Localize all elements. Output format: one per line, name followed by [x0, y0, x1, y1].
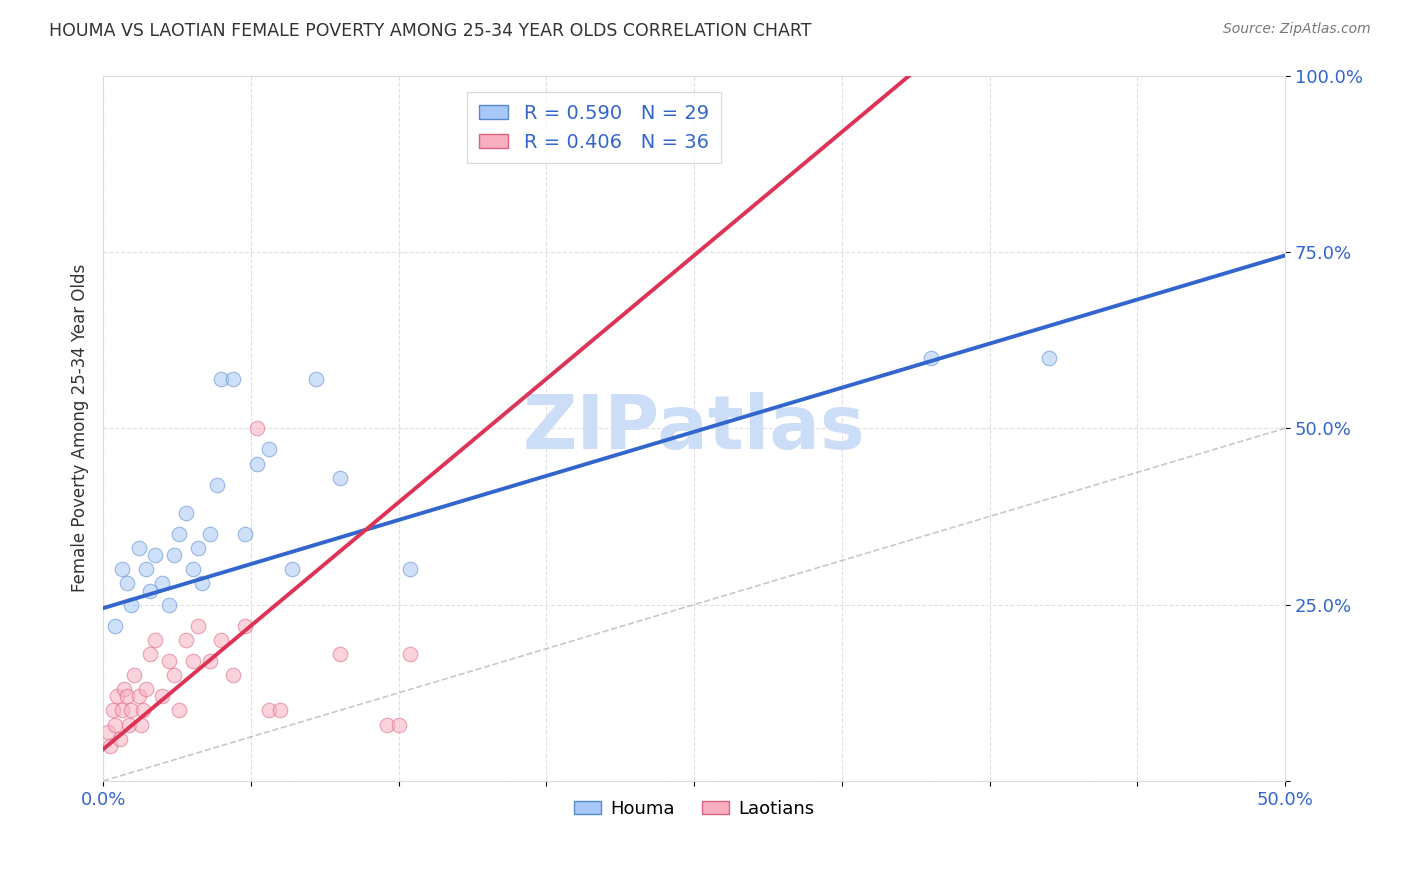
Point — [128, 541, 150, 556]
Point — [135, 682, 157, 697]
Point — [388, 717, 411, 731]
Point — [112, 682, 135, 697]
Point — [157, 598, 180, 612]
Point — [399, 647, 422, 661]
Point — [222, 668, 245, 682]
Point — [174, 506, 197, 520]
Point — [104, 717, 127, 731]
Point — [222, 372, 245, 386]
Point — [150, 576, 173, 591]
Point — [143, 548, 166, 562]
Point — [101, 703, 124, 717]
Point — [269, 703, 291, 717]
Point — [150, 690, 173, 704]
Point — [139, 647, 162, 661]
Point — [920, 351, 942, 365]
Point — [198, 527, 221, 541]
Point — [115, 576, 138, 591]
Point — [98, 739, 121, 753]
Point — [167, 703, 190, 717]
Point — [181, 562, 204, 576]
Point — [139, 583, 162, 598]
Point — [121, 598, 143, 612]
Point — [111, 562, 134, 576]
Point — [328, 647, 350, 661]
Point — [132, 703, 155, 717]
Point — [97, 724, 120, 739]
Point — [257, 703, 280, 717]
Point — [246, 457, 269, 471]
Point — [257, 442, 280, 457]
Point — [105, 690, 128, 704]
Point — [129, 717, 152, 731]
Point — [281, 562, 304, 576]
Point — [209, 372, 232, 386]
Point — [328, 470, 350, 484]
Point — [135, 562, 157, 576]
Point — [121, 703, 143, 717]
Point — [163, 668, 186, 682]
Point — [187, 619, 209, 633]
Point — [375, 717, 398, 731]
Point — [167, 527, 190, 541]
Point — [399, 562, 422, 576]
Point — [209, 632, 232, 647]
Point — [205, 477, 228, 491]
Point — [157, 654, 180, 668]
Point — [181, 654, 204, 668]
Point — [1038, 351, 1060, 365]
Text: Source: ZipAtlas.com: Source: ZipAtlas.com — [1223, 22, 1371, 37]
Text: HOUMA VS LAOTIAN FEMALE POVERTY AMONG 25-34 YEAR OLDS CORRELATION CHART: HOUMA VS LAOTIAN FEMALE POVERTY AMONG 25… — [49, 22, 811, 40]
Legend: Houma, Laotians: Houma, Laotians — [567, 792, 821, 825]
Point — [143, 632, 166, 647]
Point — [191, 576, 214, 591]
Point — [128, 690, 150, 704]
Text: ZIPatlas: ZIPatlas — [523, 392, 866, 465]
Point — [163, 548, 186, 562]
Point — [122, 668, 145, 682]
Point — [115, 690, 138, 704]
Point — [187, 541, 209, 556]
Y-axis label: Female Poverty Among 25-34 Year Olds: Female Poverty Among 25-34 Year Olds — [72, 264, 89, 592]
Point — [198, 654, 221, 668]
Point — [108, 731, 131, 746]
Point — [233, 619, 256, 633]
Point — [246, 421, 269, 435]
Point — [111, 703, 134, 717]
Point — [174, 632, 197, 647]
Point — [104, 619, 127, 633]
Point — [305, 372, 328, 386]
Point — [233, 527, 256, 541]
Point — [118, 717, 141, 731]
